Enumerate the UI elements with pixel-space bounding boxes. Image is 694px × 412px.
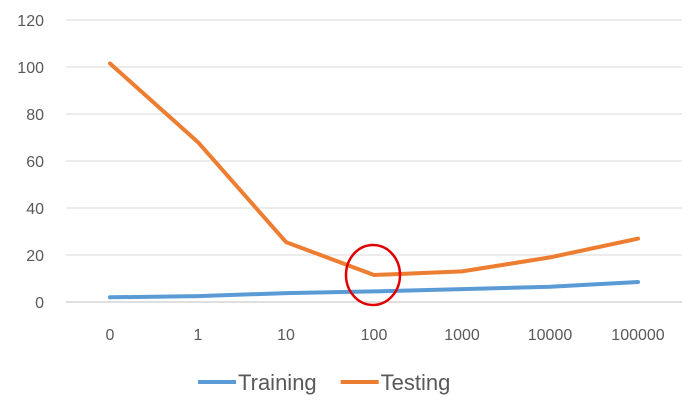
legend-label: Training: [238, 370, 317, 395]
y-tick-label: 60: [26, 154, 44, 171]
y-tick-label: 0: [35, 295, 44, 312]
y-tick-label: 80: [26, 107, 44, 124]
legend-item-training: Training: [198, 370, 317, 395]
x-tick-label: 10000: [528, 327, 573, 344]
x-tick-label: 1: [194, 327, 203, 344]
x-tick-label: 100: [361, 327, 388, 344]
y-tick-label: 120: [17, 13, 44, 30]
y-tick-label: 20: [26, 248, 44, 265]
annotation-layer: [344, 243, 402, 307]
gridlines: [66, 19, 682, 303]
legend: Training Testing: [198, 370, 450, 395]
series-line-training: [108, 280, 640, 300]
y-tick-label: 40: [26, 201, 44, 218]
series-line-testing: [108, 61, 640, 277]
legend-label: Testing: [381, 370, 451, 395]
legend-item-testing: Testing: [340, 370, 451, 395]
y-axis-ticks: 0 20 40 60 80 100 120: [17, 13, 44, 312]
y-tick-label: 100: [17, 60, 44, 77]
annotation-circle: [344, 243, 402, 307]
x-tick-label: 1000: [444, 327, 480, 344]
x-axis-ticks: 0 1 10 100 1000 10000 100000: [106, 327, 665, 344]
x-tick-label: 0: [106, 327, 115, 344]
series-lines: [108, 61, 640, 300]
x-tick-label: 100000: [611, 327, 664, 344]
x-tick-label: 10: [277, 327, 295, 344]
